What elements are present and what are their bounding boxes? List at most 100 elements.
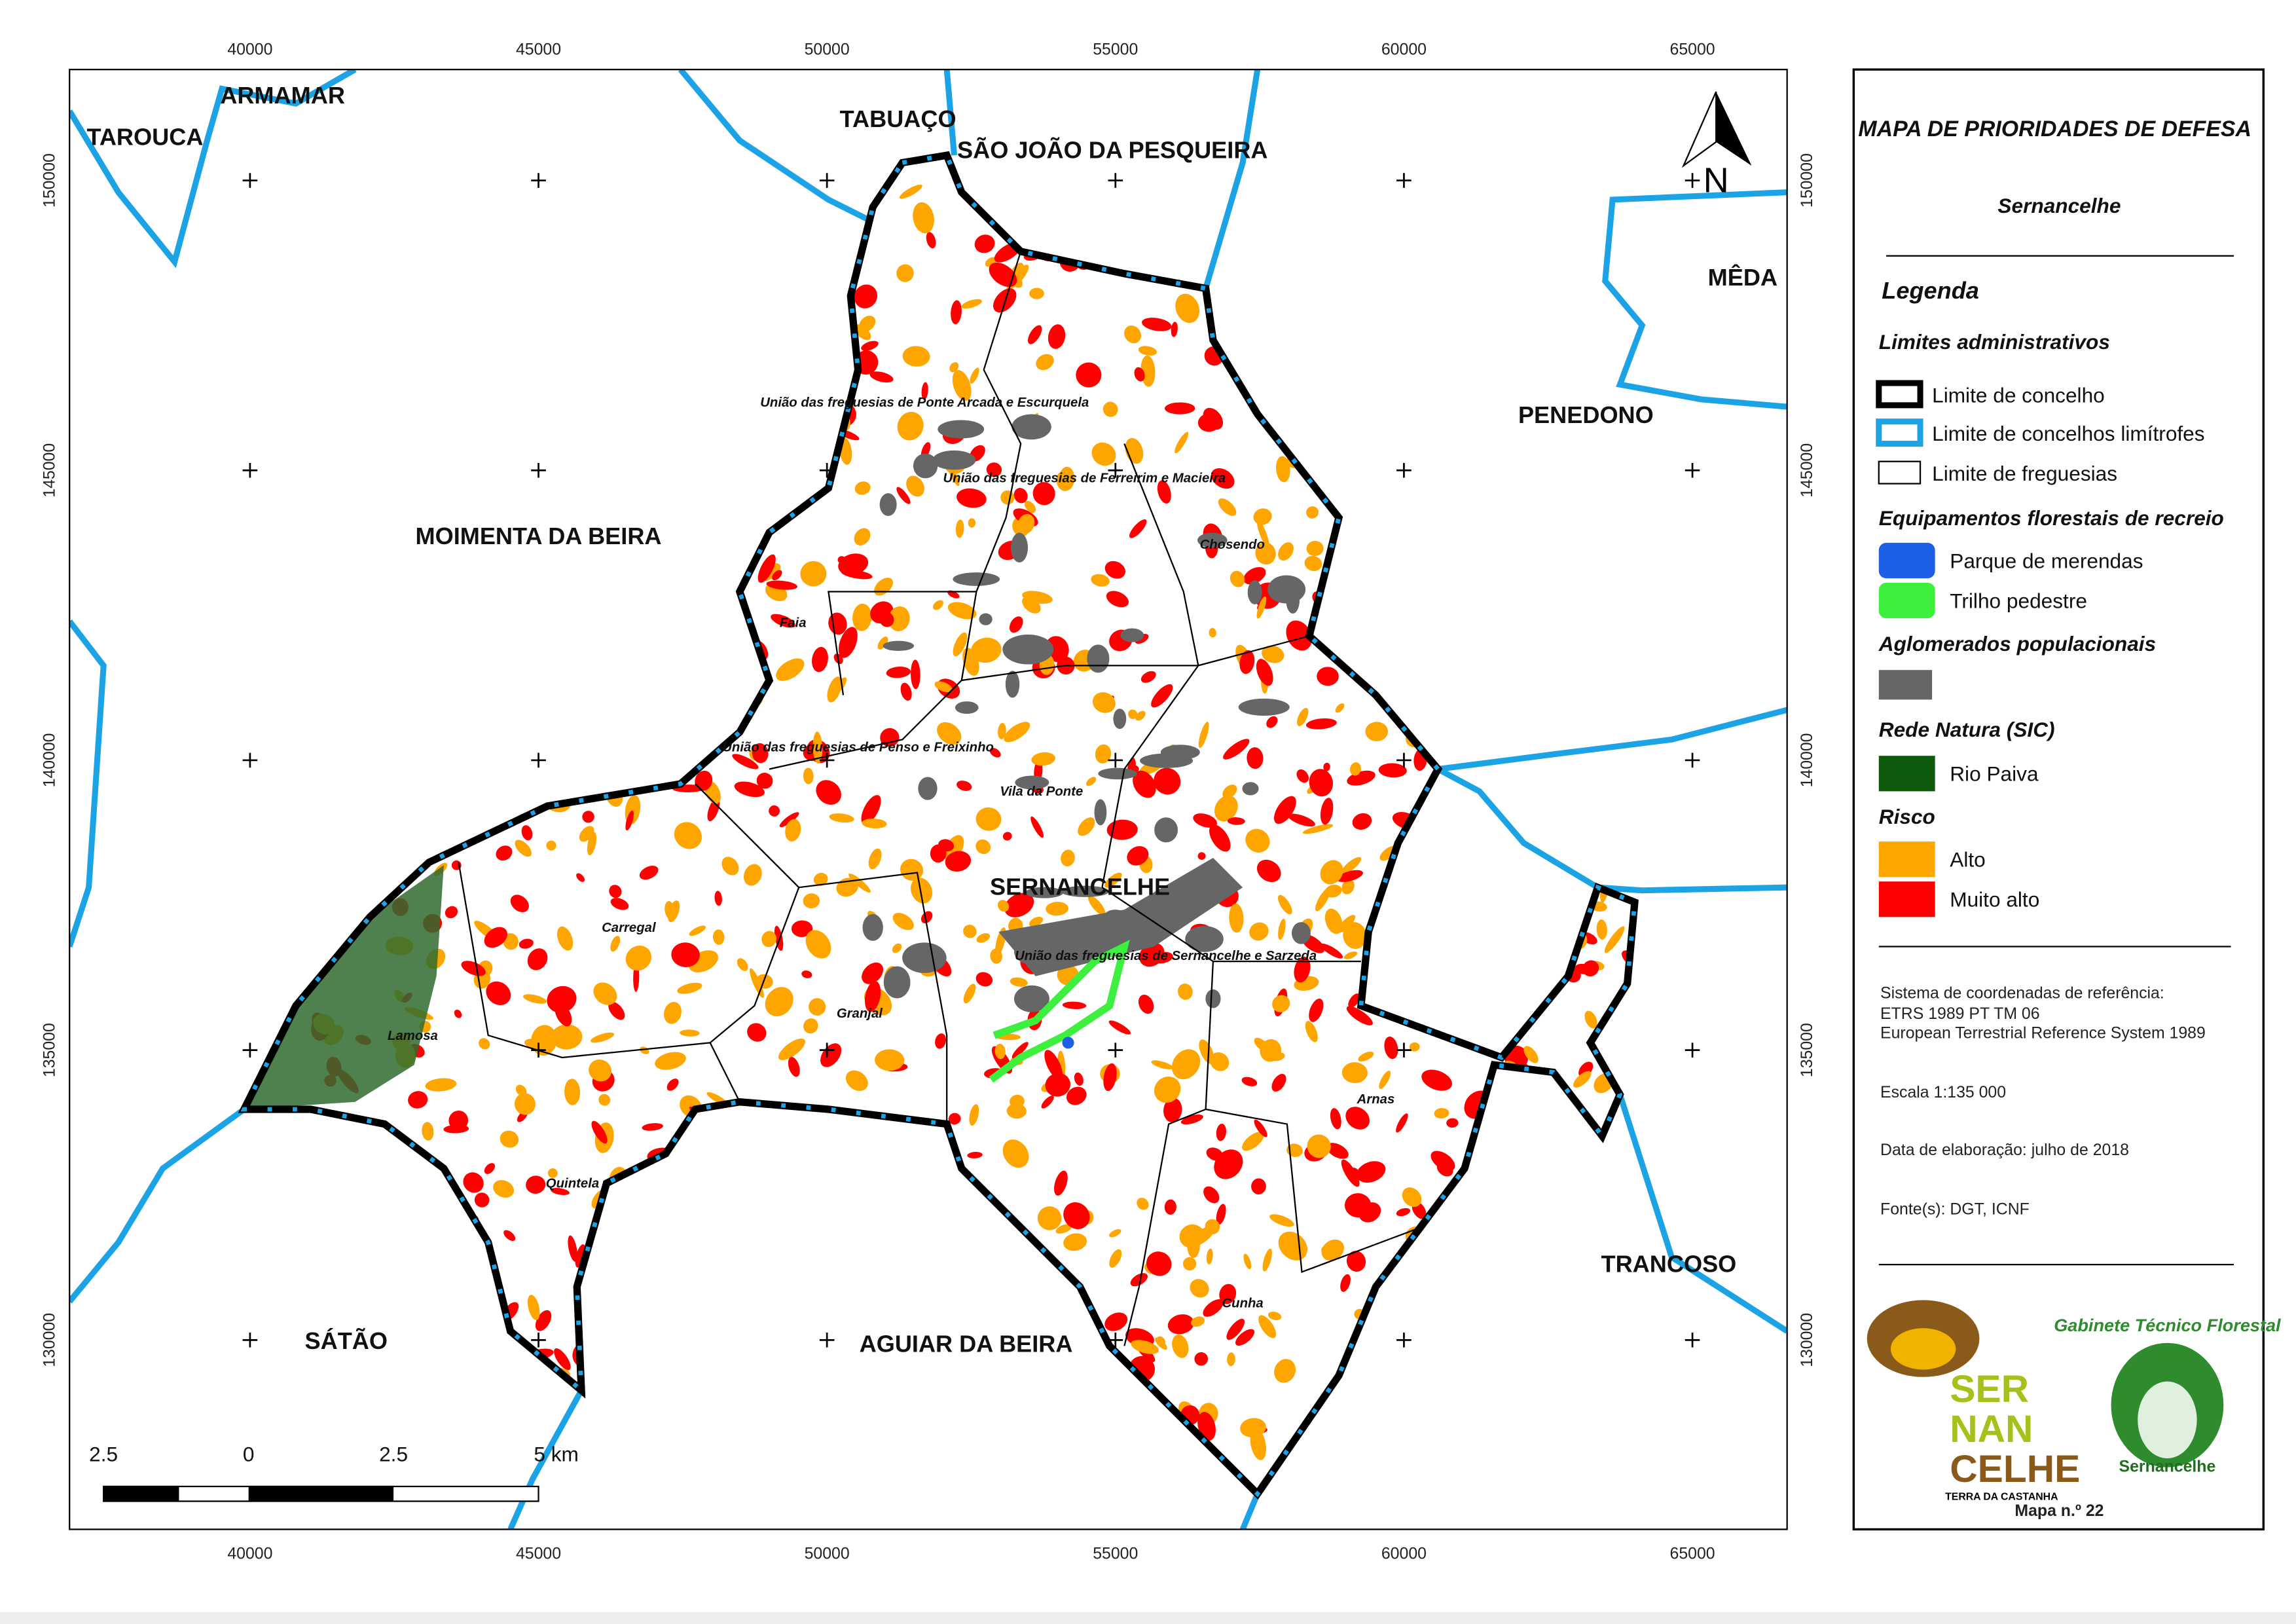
risk-patch <box>1106 591 1129 608</box>
risk-patch <box>1095 744 1112 764</box>
settlement <box>1011 532 1029 563</box>
logo-text: SER <box>1950 1368 2029 1411</box>
risk-patch <box>1262 645 1285 663</box>
parish-label: Lamosa <box>388 1029 438 1043</box>
risk-patch <box>576 873 585 882</box>
risk-patch <box>1171 1049 1201 1080</box>
risk-patch <box>422 1122 434 1141</box>
risk-patch <box>1341 857 1362 875</box>
grid-cross <box>531 1043 546 1058</box>
municipality-area <box>244 155 1635 1494</box>
risk-patch <box>886 667 911 678</box>
risk-patch <box>975 807 1002 831</box>
legend-panel: MAPA DE PRIORIDADES DE DEFESA Sernancelhe… <box>1858 117 2281 1520</box>
risk-patch <box>1337 870 1363 882</box>
risk-patch <box>1343 951 1358 959</box>
risk-patch <box>1278 918 1286 940</box>
risk-patch <box>743 864 762 886</box>
risk-patch <box>1229 903 1244 933</box>
risk-patch <box>1104 872 1122 888</box>
risk-patch <box>1138 346 1157 356</box>
risk-patch <box>896 264 914 282</box>
legend-item: Limite de concelhos limítrofes <box>1932 422 2204 445</box>
risk-patch <box>695 770 713 791</box>
legend-section: Limites administrativos <box>1879 330 2110 354</box>
settlement <box>1197 532 1228 548</box>
scale-bar-segment <box>248 1486 394 1502</box>
x-tick-label: 55000 <box>1093 41 1138 59</box>
risk-patch <box>526 1175 546 1194</box>
risk-patch <box>1226 1318 1245 1340</box>
risk-patch <box>1048 324 1066 349</box>
risk-patch <box>721 857 739 876</box>
risk-patch <box>862 819 887 829</box>
neighbor-label: SÁTÃO <box>305 1327 388 1354</box>
risk-patch <box>1010 1094 1025 1108</box>
risk-patch <box>598 1094 611 1106</box>
risk-patch <box>610 936 621 952</box>
risk-patch <box>1175 432 1189 454</box>
risk-patch <box>1066 1086 1087 1105</box>
parish-label: União das freguesias de Ponte Arcada e E… <box>760 396 1089 410</box>
y-tick-label: 145000 <box>41 443 59 498</box>
settlement <box>938 420 985 439</box>
risk-patch <box>1063 1202 1090 1230</box>
logo-text: TERRA DA CASTANHA <box>1945 1491 2058 1502</box>
risk-patch <box>1348 993 1360 1008</box>
risk-patch <box>625 810 634 831</box>
risk-patch <box>1087 895 1106 916</box>
risk-patch <box>1421 1069 1452 1091</box>
grid-cross <box>1396 462 1412 478</box>
y-tick-label: 130000 <box>41 1313 59 1367</box>
parish-label: Vila da Ponte <box>1000 784 1083 799</box>
municipality-label: SERNANCELHE <box>990 873 1170 900</box>
info-text: Escala 1:135 000 <box>1880 1084 2006 1101</box>
risk-patch <box>1345 1107 1370 1130</box>
risk-patch <box>547 1168 558 1178</box>
risk-patch <box>900 682 912 701</box>
risk-patch <box>1164 1199 1176 1215</box>
risk-patch <box>816 780 841 805</box>
risk-patch <box>963 984 976 1004</box>
risk-patch <box>906 475 924 497</box>
risk-patch <box>1326 1143 1349 1159</box>
parish-boundary <box>828 251 1022 695</box>
risk-patch <box>551 1188 570 1195</box>
risk-patch <box>1324 908 1343 934</box>
risk-patch <box>1330 1108 1341 1130</box>
risk-patch <box>879 612 894 627</box>
risk-patch <box>1031 752 1055 766</box>
picnic-park <box>1062 1037 1074 1049</box>
risk-patch <box>1379 1070 1391 1089</box>
risk-patch <box>1030 816 1044 838</box>
risk-patch <box>1131 1340 1159 1354</box>
risk-patch <box>1269 1214 1294 1227</box>
grid-cross <box>531 462 546 478</box>
x-tick-label: 65000 <box>1670 41 1715 59</box>
grid-cross <box>242 462 258 478</box>
risk-patch <box>1134 367 1145 382</box>
risk-patch <box>1321 1244 1343 1257</box>
risk-patch <box>1135 710 1146 721</box>
risk-patch <box>1002 832 1012 841</box>
y-tick-label: 130000 <box>1798 1313 1816 1367</box>
panel-title: MAPA DE PRIORIDADES DE DEFESA <box>1858 117 2251 141</box>
grid-cross <box>819 462 835 478</box>
risk-patch <box>1036 354 1054 371</box>
risk-patch <box>1245 828 1270 853</box>
risk-patch <box>1341 1062 1368 1084</box>
risk-patch <box>1156 1336 1165 1347</box>
risk-patch <box>854 481 871 495</box>
risk-patch <box>1063 1233 1087 1251</box>
panel-subtitle: Sernancelhe <box>1997 194 2121 217</box>
risk-patch <box>1523 1046 1539 1063</box>
risk-patch <box>841 569 873 580</box>
risk-patch <box>1061 849 1075 867</box>
risk-patch <box>1045 1073 1070 1097</box>
settlement <box>1002 634 1054 665</box>
settlement <box>1015 775 1049 790</box>
risk-patch <box>865 981 881 1012</box>
risk-patch <box>829 813 854 823</box>
settlement <box>1113 709 1127 729</box>
footer-band <box>0 1612 2296 1624</box>
